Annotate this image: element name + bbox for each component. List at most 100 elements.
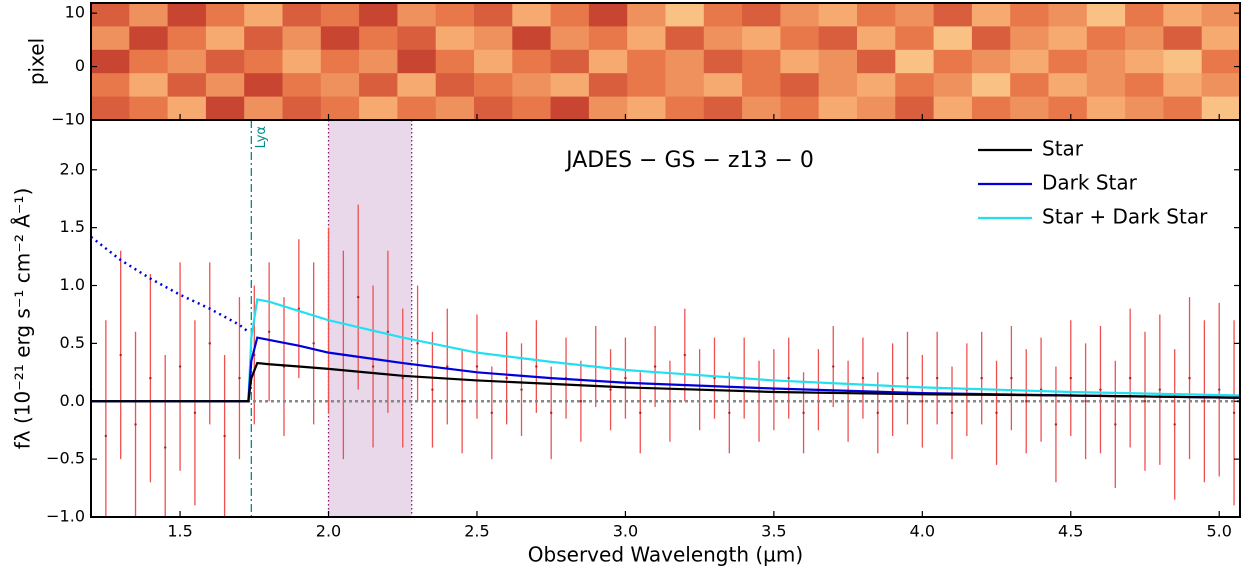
data-point (267, 330, 271, 334)
heatmap-cell (665, 3, 705, 27)
heatmap-cell (359, 3, 398, 27)
data-point (238, 376, 241, 380)
data-point (1218, 388, 1221, 391)
heatmap-cell (1048, 26, 1088, 51)
heatmap-cell (205, 73, 245, 98)
heatmap-cell (933, 26, 973, 51)
heatmap-cell (167, 3, 207, 27)
y-tick-label: 0.5 (60, 333, 85, 352)
data-point (505, 376, 508, 380)
heatmap-cell (665, 96, 705, 120)
x-tick-label: 2.5 (464, 522, 489, 541)
heatmap-cell (435, 96, 475, 120)
heatmap-cell (244, 26, 283, 51)
heatmap-cell (857, 96, 896, 120)
data-point (1054, 423, 1058, 426)
heatmap-cell (588, 3, 628, 27)
heatmap-cell (588, 26, 628, 51)
heatmap-cell (397, 73, 437, 98)
heatmap-cell (627, 3, 666, 27)
heatmap-cell (282, 26, 322, 51)
heatmap-cell (205, 96, 245, 120)
heatmap-cell (1125, 26, 1164, 51)
heatmap-cell (320, 96, 360, 120)
heatmap-cell (895, 3, 935, 27)
data-point (446, 365, 449, 368)
x-tick-label: 4.5 (1058, 522, 1083, 541)
heatmap-cell (1125, 49, 1164, 74)
heatmap-cell (1163, 3, 1203, 27)
heatmap-cell (397, 49, 437, 74)
legend-label: Star (1042, 137, 1084, 161)
data-point (1025, 400, 1028, 403)
heatmap-cell (665, 26, 705, 51)
heatmap-cell (780, 49, 820, 74)
data-point (639, 411, 642, 415)
heatmap-cell (435, 26, 475, 51)
data-point (906, 376, 909, 380)
heatmap-cell (320, 49, 360, 74)
heatmap-cell (1010, 3, 1049, 27)
heatmap-cell (435, 49, 475, 74)
heatmap-cell (780, 3, 820, 27)
heatmap-cell (1163, 49, 1203, 74)
heatmap-cell (1201, 3, 1240, 27)
heatmap-cell (971, 96, 1011, 120)
data-point (535, 365, 538, 368)
heatmap-cell (971, 73, 1011, 98)
frame (90, 119, 1241, 518)
heatmap-cell (282, 73, 322, 98)
heatmap-cell (1163, 26, 1203, 51)
heatmap-cell (703, 3, 743, 27)
data-point (832, 365, 835, 368)
heatmap-cell (703, 49, 743, 74)
heatmap-cell (205, 49, 245, 74)
heatmap-cell (550, 3, 590, 27)
heatmap-cell (205, 26, 245, 51)
heatmap-cell (1086, 73, 1126, 98)
heatmap-cell (627, 73, 666, 98)
heatmap-cell (359, 26, 398, 51)
heatmap-cell (1201, 73, 1240, 98)
heatmap-cell (320, 3, 360, 27)
x-tick-label: 1.5 (167, 522, 192, 541)
heatmap-cell (1010, 26, 1049, 51)
data-point (728, 411, 731, 415)
data-point (208, 342, 211, 345)
y-axis-label: fλ (10⁻²¹ erg s⁻¹ cm⁻² Å⁻¹) (11, 188, 35, 449)
heatmap-cell (1048, 73, 1088, 98)
heatmap-cell (1163, 96, 1203, 120)
heatmap-cell (1163, 73, 1203, 98)
heatmap-cell (129, 26, 169, 51)
heatmap-cell (91, 49, 130, 74)
data-point (104, 434, 108, 438)
x-axis-label: Observed Wavelength (µm) (528, 543, 803, 567)
heatmap-cell (933, 73, 973, 98)
data-point (683, 353, 686, 357)
data-point (995, 411, 998, 415)
data-point (549, 411, 553, 415)
heatmap-cell (1010, 73, 1049, 98)
heatmap-cell (167, 73, 207, 98)
data-point (386, 330, 390, 334)
data-point (1173, 423, 1176, 426)
heatmap-cell (512, 49, 552, 74)
heatmap-cell (1010, 96, 1049, 120)
heatmap-cell (1010, 49, 1049, 74)
data-point (178, 365, 182, 368)
heatmap-cell (129, 49, 169, 74)
heatmap-cell (282, 3, 322, 27)
heatmap-cell (91, 73, 130, 98)
y-tick-label: −10 (51, 110, 85, 129)
data-point (1069, 376, 1072, 380)
heatmap-cell (129, 96, 169, 120)
heatmap-cell (244, 49, 283, 74)
data-point (520, 388, 523, 391)
heatmap-cell (665, 73, 705, 98)
heatmap-cell (512, 73, 552, 98)
heatmap-cell (1125, 3, 1164, 27)
y-tick-label: 0.0 (60, 391, 85, 410)
heatmap-cell (474, 96, 513, 120)
heatmap-cell (512, 26, 552, 51)
heatmap-cell (1086, 3, 1126, 27)
